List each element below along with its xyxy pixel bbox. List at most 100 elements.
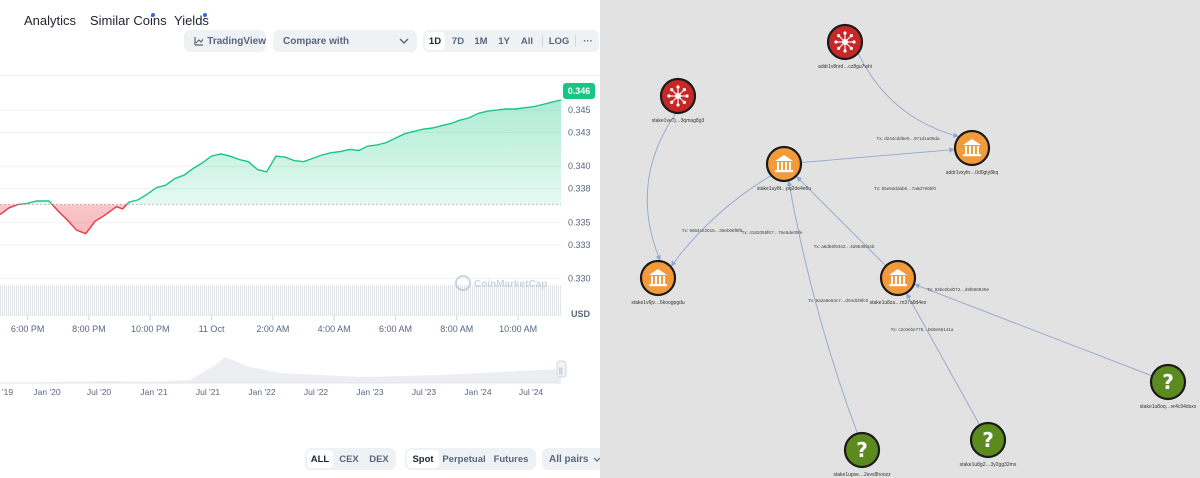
graph-edge[interactable]: [796, 176, 887, 267]
bank-icon: [889, 269, 907, 287]
graph-node-red[interactable]: [659, 77, 697, 115]
price-area-down: [0, 204, 127, 234]
filter-cex-button[interactable]: CEX: [339, 453, 359, 465]
range-all-button[interactable]: All: [520, 35, 534, 47]
volume-bars: [0, 285, 561, 315]
filter-all-button[interactable]: ALL: [307, 450, 333, 468]
navigator-date-label: Jul '21: [196, 387, 221, 395]
graph-edge[interactable]: [857, 52, 959, 138]
tradingview-button[interactable]: TradingView: [184, 30, 266, 52]
y-tick-label: 0.330: [568, 274, 591, 284]
chevron-down-icon: [594, 457, 600, 462]
transaction-graph-panel: ??? Tx: d244cdd5e5…971d1a66da Tx: 55e5ddd…: [600, 0, 1200, 478]
question-mark-icon: ?: [1162, 370, 1174, 394]
edge-tx-label: Tx: 9664ce2015…35eb08f8f8: [681, 228, 743, 233]
range-navigator[interactable]: '19 Jan '20 Jul '20 Jan '21 Jul '21 Jan '22 Ju…: [0, 345, 600, 395]
graph-node-orange[interactable]: [765, 145, 803, 183]
transaction-graph[interactable]: ???: [600, 0, 1200, 478]
price-chart[interactable]: 0.345 0.343 0.340 0.338 0.335 0.333 0.330 6:00…: [0, 0, 600, 400]
tab-yields[interactable]: Yields: [174, 13, 209, 28]
graph-edge[interactable]: [800, 147, 955, 164]
range-1d-button[interactable]: 1D: [425, 32, 445, 50]
hub-icon: [834, 31, 856, 53]
edge-tx-label: Tx: a6db6f9342…4d9835f44b: [813, 244, 875, 249]
y-tick-label: 0.333: [568, 240, 591, 250]
filter-futures-button[interactable]: Futures: [493, 453, 529, 465]
range-1m-button[interactable]: 1M: [474, 35, 488, 47]
tab-analytics[interactable]: Analytics: [24, 13, 77, 28]
watermark: CoinMarketCap: [455, 275, 547, 291]
toolbar-divider: [575, 35, 576, 47]
edge-tx-label: Tx: 55e5dddab9…7a6d796bf0: [873, 186, 937, 191]
x-tick-label: 10:00 AM: [499, 324, 537, 334]
range-1y-button[interactable]: 1Y: [498, 35, 510, 47]
navigator-date-label: Jan '24: [464, 387, 491, 395]
navigator-date-label: '19: [2, 387, 13, 395]
chevron-down-icon: [399, 38, 409, 44]
price-line-down: [0, 204, 128, 235]
type-filter: Spot Perpetual Futures: [405, 448, 536, 470]
x-tick-label: 6:00 AM: [379, 324, 412, 334]
navigator-date-label: Jul '20: [87, 387, 112, 395]
x-tick-label: 6:00 PM: [11, 324, 45, 334]
all-pairs-dropdown[interactable]: All pairs: [542, 448, 600, 470]
filter-perpetual-button[interactable]: Perpetual: [442, 453, 486, 465]
graph-node-unknown[interactable]: ?: [1149, 363, 1187, 401]
y-tick-label: 0.338: [568, 184, 591, 194]
log-scale-button[interactable]: LOG: [548, 35, 570, 47]
coinmarketcap-logo-icon: [455, 275, 471, 291]
graph-edge[interactable]: [670, 175, 772, 267]
graph-node-red[interactable]: [826, 23, 864, 61]
graph-node-orange[interactable]: [953, 129, 991, 167]
y-tick-label: 0.340: [568, 161, 591, 171]
hub-icon: [667, 85, 689, 107]
question-mark-icon: ?: [856, 438, 868, 462]
toolbar-divider: [542, 35, 543, 47]
chart-top-border: [0, 75, 600, 76]
graph-node-unknown[interactable]: ?: [843, 431, 881, 469]
graph-edge[interactable]: [786, 180, 858, 434]
edge-tx-label: Tx: 9a2a9e54c7…d04d1f8fc0: [807, 298, 869, 303]
price-line-up: [16, 99, 562, 205]
node-address-label: stake1upse…2evs8hoozz: [833, 472, 891, 478]
y-tick-label: 0.343: [568, 128, 591, 138]
tab-similar-coins[interactable]: Similar Coins: [90, 13, 167, 28]
x-tick-label: 2:00 AM: [256, 324, 289, 334]
compare-with-label: Compare with: [283, 35, 350, 47]
navigator-date-label: Jul '22: [304, 387, 329, 395]
range-7d-button[interactable]: 7D: [451, 35, 465, 47]
graph-edge[interactable]: [906, 293, 981, 426]
currency-label: USD: [571, 309, 591, 319]
y-tick-label: 0.335: [568, 217, 591, 227]
edge-tx-label: Tx: 4182055f67…76e5de05fe: [741, 230, 803, 235]
compare-with-dropdown[interactable]: Compare with: [273, 30, 417, 52]
time-range-selector: 1D 7D 1M 1Y All LOG ···: [423, 30, 599, 52]
filter-dex-button[interactable]: DEX: [369, 453, 389, 465]
navigator-date-label: Jan '21: [140, 387, 167, 395]
edge-tx-label: Tx: c2c0ebe775…b59e65141a: [890, 327, 954, 332]
more-options-button[interactable]: ···: [583, 35, 593, 47]
bank-icon: [649, 269, 667, 287]
price-chart-panel: Analytics Similar Coins Yields TradingVi…: [0, 0, 600, 470]
navigator-handle[interactable]: [556, 360, 567, 378]
graph-edge[interactable]: [646, 112, 677, 261]
filter-spot-button[interactable]: Spot: [407, 450, 439, 468]
navigator-date-label: Jan '23: [356, 387, 383, 395]
navigator-date-label: Jan '22: [248, 387, 275, 395]
graph-node-orange[interactable]: [879, 259, 917, 297]
question-mark-icon: ?: [982, 428, 994, 452]
tab-similar-coins-badge: [151, 13, 155, 17]
tradingview-label: TradingView: [207, 35, 266, 47]
tab-yields-badge: [203, 13, 207, 17]
node-address-label: addr1v8nrd…cz8gu7whi: [818, 64, 872, 70]
node-address-label: addr1vxyfn…0d0gty8kq: [945, 170, 999, 176]
market-filter: ALL CEX DEX: [305, 448, 396, 470]
graph-node-orange[interactable]: [639, 259, 677, 297]
node-address-label: stake1ve7j…3qmag8g3: [651, 118, 705, 124]
navigator-area: [0, 357, 561, 383]
edge-tx-label: Tx: d244cdd5e5…971d1a66da: [876, 136, 940, 141]
graph-edge[interactable]: [914, 283, 1153, 377]
graph-node-unknown[interactable]: ?: [969, 421, 1007, 459]
x-tick-label: 4:00 AM: [318, 324, 351, 334]
node-address-label: stake1u8za…m37a9d4ex: [869, 300, 927, 306]
